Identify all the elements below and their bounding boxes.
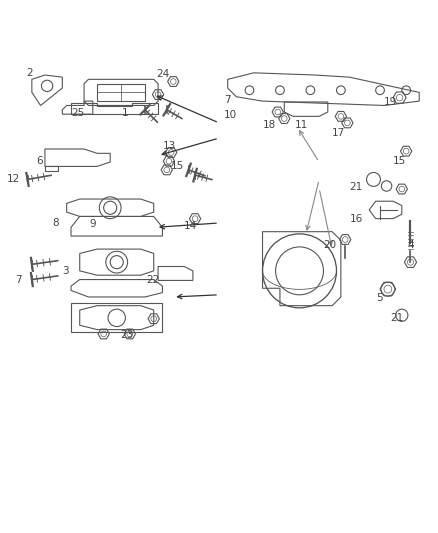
Text: 14: 14 xyxy=(184,221,198,231)
Text: 11: 11 xyxy=(295,120,308,131)
Text: 20: 20 xyxy=(323,240,336,250)
Text: 2: 2 xyxy=(26,68,33,78)
Text: 10: 10 xyxy=(223,110,237,120)
Text: 7: 7 xyxy=(14,276,21,286)
Text: 19: 19 xyxy=(384,97,398,107)
Text: 7: 7 xyxy=(224,95,231,105)
Text: 21: 21 xyxy=(350,182,363,192)
Text: 12: 12 xyxy=(7,174,20,183)
Text: 23: 23 xyxy=(120,330,133,340)
Text: 17: 17 xyxy=(332,128,345,139)
Text: 8: 8 xyxy=(53,218,59,228)
Text: 21: 21 xyxy=(390,313,403,323)
Text: 22: 22 xyxy=(146,276,159,286)
Text: 18: 18 xyxy=(262,120,276,131)
Text: 5: 5 xyxy=(376,293,382,303)
Text: 1: 1 xyxy=(122,108,129,118)
Text: 16: 16 xyxy=(350,214,363,224)
Text: 25: 25 xyxy=(71,108,84,118)
Text: 3: 3 xyxy=(63,266,69,276)
Text: 15: 15 xyxy=(393,156,406,166)
Text: 9: 9 xyxy=(89,219,96,229)
Text: 6: 6 xyxy=(36,156,43,166)
Text: 15: 15 xyxy=(171,161,184,172)
Text: 4: 4 xyxy=(407,240,414,250)
Text: 13: 13 xyxy=(162,141,176,150)
Text: 24: 24 xyxy=(156,69,169,79)
